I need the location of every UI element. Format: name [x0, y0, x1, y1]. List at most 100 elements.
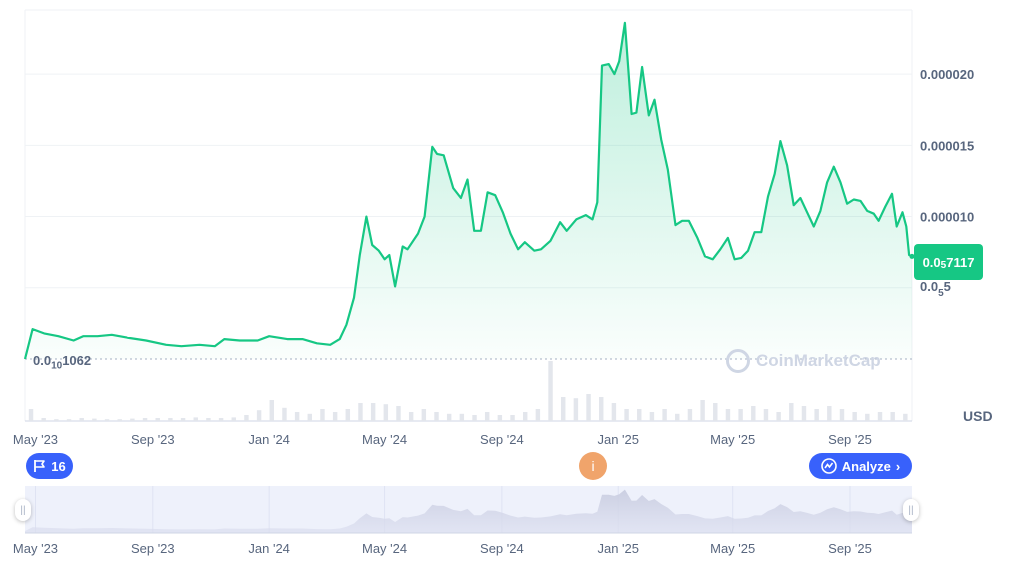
right-handle-grip-icon: ||	[908, 504, 914, 516]
volume-bar	[358, 403, 363, 421]
volume-bar	[155, 418, 160, 421]
navigator-x-tick-label: Sep '25	[828, 541, 872, 556]
navigator-area	[25, 489, 912, 533]
volume-bar	[890, 412, 895, 421]
volume-bar	[168, 418, 173, 421]
x-axis-ticks: May '23 Sep '23 Jan '24 May '24 Sep '24 Jan '…	[13, 432, 872, 447]
volume-bar	[446, 413, 452, 421]
volume-bar	[776, 412, 781, 421]
volume-bar	[142, 418, 148, 421]
volume-bar	[104, 419, 110, 421]
navigator-x-tick-label: Jan '24	[248, 541, 290, 556]
volume-bar	[827, 406, 832, 421]
x-tick-label: Sep '23	[131, 432, 175, 447]
volume-bar	[269, 400, 274, 421]
y-axis-ticks: 0.000020 0.000015 0.000010 0.055	[920, 67, 974, 299]
volume-bar	[396, 406, 401, 421]
volume-bar	[320, 409, 325, 421]
volume-bar	[484, 412, 490, 421]
volume-bar	[789, 403, 794, 421]
min-price-prefix: 0.0	[33, 353, 52, 368]
volume-bar	[586, 394, 591, 421]
volume-bar	[92, 418, 97, 421]
navigator-x-tick-label: Sep '23	[131, 541, 175, 556]
coinmarketcap-logo-icon	[726, 349, 750, 373]
x-tick-label: May '24	[362, 432, 407, 447]
volume-bar	[66, 419, 72, 421]
navigator[interactable]: May '23 Sep '23 Jan '24 May '24 Sep '24 Jan '…	[13, 486, 912, 556]
y-tick-label: 0.000015	[920, 138, 974, 153]
navigator-right-handle[interactable]: ||	[903, 499, 919, 521]
volume-bar	[801, 406, 807, 421]
watermark: CoinMarketCap	[726, 349, 881, 373]
volume-bar	[307, 413, 313, 421]
volume-bar	[814, 409, 819, 421]
currency-label: USD	[963, 408, 993, 424]
navigator-x-tick-label: Jan '25	[597, 541, 639, 556]
left-handle-grip-icon: ||	[20, 504, 26, 516]
analyze-icon	[820, 458, 837, 474]
volume-bar	[903, 413, 908, 421]
y-tick-label: 0.000010	[920, 210, 974, 225]
x-tick-label: Sep '24	[480, 432, 524, 447]
volume-bar	[180, 418, 186, 421]
volume-bars	[28, 361, 908, 421]
volume-bar	[713, 403, 718, 421]
current-price-prefix: 0.0	[922, 254, 941, 270]
volume-bar	[877, 412, 883, 421]
analyze-button[interactable]: Analyze ›	[809, 453, 912, 479]
volume-bar	[497, 415, 503, 421]
volume-bar	[28, 409, 34, 421]
volume-bar	[548, 361, 553, 421]
last-price-dot	[909, 253, 915, 259]
volume-bar	[434, 412, 439, 421]
volume-bar	[54, 419, 59, 421]
events-button[interactable]: 16	[26, 453, 73, 479]
x-tick-label: Sep '25	[828, 432, 872, 447]
volume-bar	[421, 409, 427, 421]
volume-bar	[256, 410, 262, 421]
volume-bar	[231, 417, 236, 421]
volume-bar	[738, 409, 743, 421]
volume-bar	[345, 409, 351, 421]
volume-bar	[408, 412, 414, 421]
x-tick-label: Jan '25	[597, 432, 639, 447]
y-tick-label: 0.055	[920, 279, 951, 299]
volume-bar	[282, 407, 287, 421]
navigator-x-tick-label: Sep '24	[480, 541, 524, 556]
min-price-label: 0.0101062	[33, 353, 91, 372]
current-price-zeros: 5	[940, 259, 947, 271]
x-tick-label: Jan '24	[248, 432, 290, 447]
volume-bar	[725, 409, 731, 421]
volume-bar	[193, 417, 198, 421]
info-event-marker[interactable]: i	[579, 452, 607, 480]
volume-bar	[599, 397, 604, 421]
volume-bar	[244, 415, 249, 421]
volume-bar	[573, 398, 579, 421]
analyze-label: Analyze	[841, 458, 891, 474]
volume-bar	[535, 409, 541, 421]
volume-bar	[763, 409, 769, 421]
navigator-left-handle[interactable]: ||	[15, 499, 31, 521]
volume-bar	[510, 415, 515, 421]
price-line-layer	[23, 21, 915, 360]
y-tick-label: 0.000020	[920, 67, 974, 82]
volume-bar	[561, 397, 566, 421]
volume-bar	[839, 409, 845, 421]
volume-bar	[206, 418, 211, 421]
navigator-x-tick-label: May '24	[362, 541, 407, 556]
x-tick-label: May '25	[710, 432, 755, 447]
volume-bar	[687, 409, 693, 421]
volume-bar	[117, 419, 122, 421]
watermark-text: CoinMarketCap	[756, 351, 881, 370]
flag-icon	[34, 460, 46, 472]
chevron-right-icon: ›	[895, 458, 901, 474]
volume-bar	[370, 403, 376, 421]
volume-bar	[700, 400, 705, 421]
volume-bar	[79, 418, 84, 421]
current-price-badge: 0.0 5 7117	[914, 244, 983, 280]
navigator-x-tick-label: May '23	[13, 541, 58, 556]
volume-bar	[130, 418, 135, 421]
current-price-digits: 7117	[946, 254, 975, 270]
